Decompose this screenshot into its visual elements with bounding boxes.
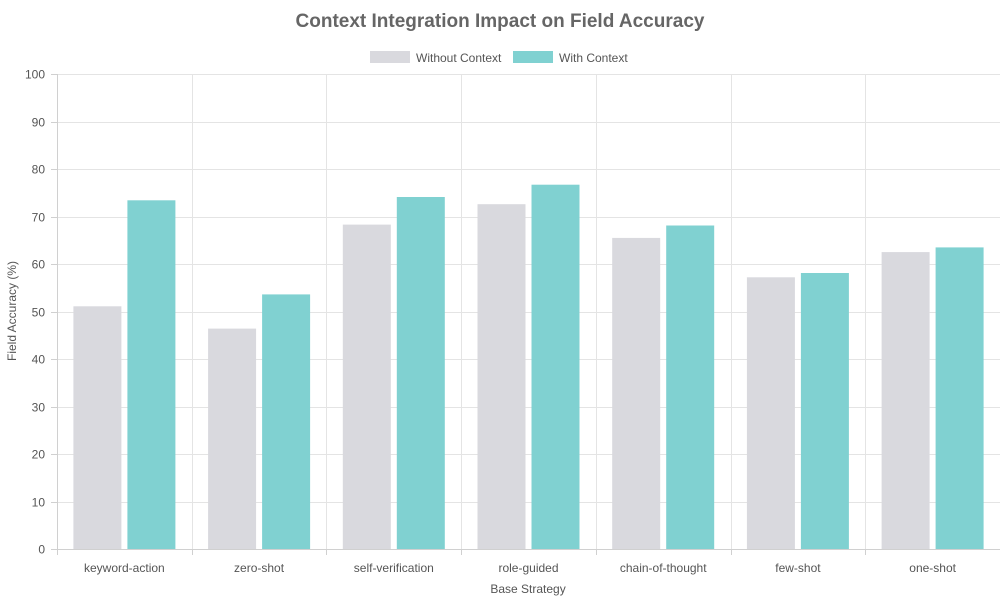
x-tick-label: keyword-action bbox=[84, 561, 165, 575]
bar-without-context-zero-shot[interactable] bbox=[208, 328, 257, 549]
legend-swatch-without-context[interactable] bbox=[370, 51, 410, 63]
bar-with-context-role-guided[interactable] bbox=[531, 184, 580, 549]
x-tick-label: chain-of-thought bbox=[620, 561, 707, 575]
chart-title: Context Integration Impact on Field Accu… bbox=[296, 11, 705, 32]
x-axis-ticks: keyword-action zero-shot self-verification… bbox=[57, 549, 957, 575]
x-tick-label: few-shot bbox=[775, 561, 821, 575]
grid bbox=[57, 74, 1000, 550]
legend-label-without-context[interactable]: Without Context bbox=[416, 51, 502, 65]
y-tick-label: 50 bbox=[32, 306, 46, 320]
legend-swatch-with-context[interactable] bbox=[513, 51, 553, 63]
bar-with-context-few-shot[interactable] bbox=[800, 273, 849, 549]
y-tick-label: 100 bbox=[25, 68, 45, 82]
bar-with-context-self-verification[interactable] bbox=[396, 197, 445, 549]
legend-label-with-context[interactable]: With Context bbox=[559, 51, 628, 65]
legend: Without Context With Context bbox=[370, 51, 628, 65]
bar-without-context-self-verification[interactable] bbox=[342, 224, 391, 549]
y-tick-label: 30 bbox=[32, 401, 46, 415]
bars bbox=[73, 184, 984, 550]
bar-with-context-keyword-action[interactable] bbox=[127, 200, 176, 550]
y-tick-label: 0 bbox=[38, 543, 45, 557]
y-axis-title: Field Accuracy (%) bbox=[5, 261, 19, 361]
bar-without-context-one-shot[interactable] bbox=[881, 252, 930, 549]
x-tick-label: zero-shot bbox=[234, 561, 285, 575]
bar-with-context-zero-shot[interactable] bbox=[262, 294, 311, 549]
y-tick-label: 60 bbox=[32, 258, 46, 272]
y-tick-label: 10 bbox=[32, 496, 46, 510]
y-tick-label: 80 bbox=[32, 163, 46, 177]
bar-without-context-role-guided[interactable] bbox=[477, 204, 526, 549]
y-tick-label: 20 bbox=[32, 448, 46, 462]
bar-without-context-chain-of-thought[interactable] bbox=[612, 237, 661, 549]
bar-without-context-keyword-action[interactable] bbox=[73, 306, 122, 549]
x-axis-title: Base Strategy bbox=[490, 582, 565, 596]
y-tick-label: 70 bbox=[32, 211, 46, 225]
bar-with-context-one-shot[interactable] bbox=[935, 247, 984, 549]
y-axis-ticks: 0 10 20 30 40 50 60 70 80 90 100 bbox=[25, 68, 57, 557]
bar-without-context-few-shot[interactable] bbox=[746, 277, 795, 549]
axes bbox=[57, 74, 1000, 550]
x-tick-label: role-guided bbox=[498, 561, 558, 575]
x-tick-label: self-verification bbox=[354, 561, 434, 575]
y-tick-label: 90 bbox=[32, 116, 46, 130]
x-tick-label: one-shot bbox=[909, 561, 956, 575]
bar-with-context-chain-of-thought[interactable] bbox=[666, 225, 715, 550]
y-tick-label: 40 bbox=[32, 353, 46, 367]
